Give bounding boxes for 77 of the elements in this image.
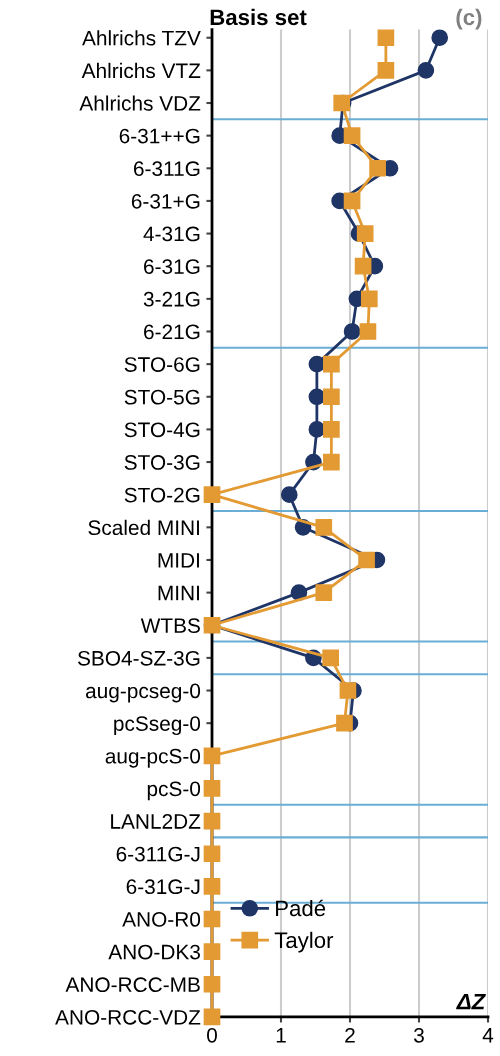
y-tick-label: pcS-0 bbox=[147, 781, 201, 801]
y-tick-label: ANO-R0 bbox=[122, 912, 201, 927]
chart-title: Basis set bbox=[210, 8, 307, 26]
point bbox=[203, 812, 221, 830]
y-tick-label: aug-pcseg-0 bbox=[85, 683, 201, 703]
y-tick-label: STO-6G bbox=[124, 357, 200, 372]
x-tick-label: 4 bbox=[482, 1028, 494, 1043]
point bbox=[315, 518, 333, 536]
y-tick-label: STO-4G bbox=[124, 422, 200, 438]
point bbox=[343, 323, 361, 340]
point bbox=[417, 62, 435, 79]
y-tick-label: 4-31G bbox=[143, 226, 200, 242]
y-tick-label: Ahlrichs TZV bbox=[82, 30, 201, 46]
x-tick-label: 0 bbox=[207, 1027, 217, 1043]
point bbox=[360, 290, 378, 308]
y-tick-label: Scaled MINI bbox=[88, 519, 199, 536]
point bbox=[323, 355, 340, 373]
point bbox=[203, 943, 221, 960]
point bbox=[343, 192, 361, 210]
point bbox=[280, 486, 298, 504]
point bbox=[377, 29, 395, 47]
point bbox=[203, 747, 221, 765]
y-tick-label: pcSseg-0 bbox=[114, 716, 201, 736]
x-tick-label: 2 bbox=[345, 1027, 355, 1043]
point bbox=[339, 682, 357, 699]
point bbox=[308, 388, 326, 406]
point bbox=[336, 714, 353, 732]
y-tick-label: 6-31G bbox=[144, 259, 200, 274]
y-tick-label: 3-21G bbox=[143, 291, 200, 307]
annotation: (c) bbox=[456, 8, 482, 30]
point bbox=[359, 323, 377, 340]
point bbox=[203, 910, 221, 928]
point bbox=[203, 878, 221, 895]
point bbox=[308, 421, 326, 438]
point bbox=[369, 159, 386, 177]
point bbox=[377, 62, 395, 79]
point bbox=[203, 1008, 221, 1026]
y-tick-label: 6-311G bbox=[134, 161, 200, 177]
y-tick-label: 6-31++G bbox=[119, 128, 200, 144]
point bbox=[203, 975, 221, 993]
point bbox=[322, 649, 340, 667]
y-tick-label: LANL2DZ bbox=[111, 814, 201, 829]
point bbox=[203, 486, 221, 504]
y-tick-label: 6-31G-J bbox=[126, 879, 200, 895]
y-tick-label: 6-31+G bbox=[131, 193, 200, 209]
legend-label: Taylor bbox=[274, 931, 334, 953]
point bbox=[323, 453, 340, 471]
y-tick-label: STO-5G bbox=[124, 389, 200, 405]
y-tick-label: 6-311G-J bbox=[116, 846, 200, 862]
x-tick-label: 1 bbox=[276, 1028, 286, 1043]
y-tick-label: MINI bbox=[158, 585, 199, 601]
point bbox=[356, 225, 374, 242]
x-tick-label: 3 bbox=[414, 1027, 424, 1043]
y-tick-label: ANO-RCC-VDZ bbox=[55, 1009, 201, 1025]
y-tick-label: STO-2G bbox=[124, 487, 200, 503]
point bbox=[323, 421, 340, 438]
y-tick-label: STO-3G bbox=[124, 455, 200, 470]
y-tick-label: Ahlrichs VTZ bbox=[81, 62, 201, 79]
legend-label: Padé bbox=[276, 899, 326, 917]
point bbox=[323, 388, 340, 406]
y-tick-label: WTBS bbox=[140, 618, 200, 633]
y-tick-label: ANO-DK3 bbox=[108, 944, 200, 960]
y-tick-label: SBO4-SZ-3G bbox=[77, 650, 200, 666]
x-axis-title: ΔZ bbox=[456, 994, 486, 1010]
y-tick-label: ANO-RCC-MB bbox=[65, 977, 200, 993]
point bbox=[431, 29, 449, 47]
point bbox=[354, 257, 372, 275]
y-tick-label: MIDI bbox=[158, 553, 199, 568]
point bbox=[343, 127, 361, 144]
point bbox=[203, 845, 221, 863]
y-tick-label: 6-21G bbox=[144, 324, 200, 340]
point bbox=[315, 584, 333, 601]
point bbox=[203, 780, 221, 797]
y-tick-label: aug-pcS-0 bbox=[105, 748, 201, 768]
y-tick-label: Ahlrichs VDZ bbox=[79, 95, 201, 111]
point bbox=[308, 355, 326, 373]
point bbox=[358, 551, 375, 569]
